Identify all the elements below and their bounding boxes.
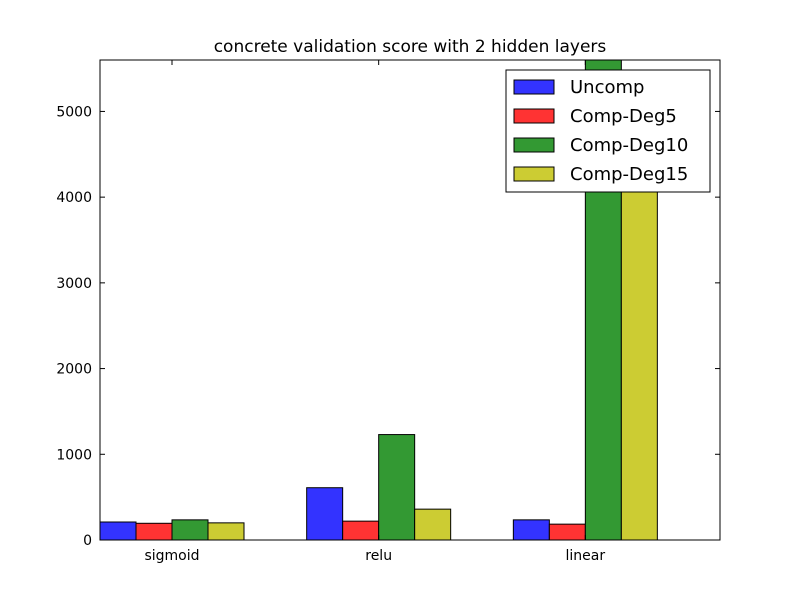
bar-sigmoid-comp-deg10	[171, 519, 209, 541]
y-tick-label: 1000	[56, 447, 92, 463]
legend-swatch-comp-deg15	[513, 166, 555, 182]
legend-swatch-comp-deg10	[513, 137, 555, 153]
x-tick-label-sigmoid: sigmoid	[144, 548, 199, 564]
legend-label-comp-deg10: Comp-Deg10	[570, 135, 688, 156]
bar-sigmoid-comp-deg5	[135, 522, 173, 541]
y-tick-label: 0	[83, 533, 92, 549]
plot-frame	[99, 59, 721, 541]
legend: Uncomp Comp-Deg5 Comp-Deg10 Comp-Deg15	[505, 69, 711, 193]
x-tick-label-relu: relu	[365, 548, 392, 564]
bar-linear-uncomp	[512, 519, 550, 541]
y-tick-label: 3000	[56, 276, 92, 292]
legend-swatch-comp-deg5	[513, 108, 555, 124]
ticks-layer: 0 1000 2000 3000 4000 5000 sigmoid relu linear	[56, 60, 720, 564]
bar-relu-uncomp	[306, 487, 344, 541]
bar-linear-comp-deg15	[620, 145, 658, 541]
y-tick-label: 4000	[56, 190, 92, 206]
bar-sigmoid-uncomp	[99, 521, 137, 541]
legend-label-comp-deg15: Comp-Deg15	[570, 164, 688, 185]
y-tick-label: 2000	[56, 362, 92, 378]
bar-relu-comp-deg10	[378, 434, 416, 541]
legend-swatch-uncomp	[513, 79, 555, 95]
legend-label-uncomp: Uncomp	[570, 77, 644, 98]
bar-sigmoid-comp-deg15	[207, 522, 245, 541]
y-tick-label: 5000	[56, 104, 92, 120]
bar-linear-comp-deg5	[548, 523, 586, 541]
chart-title: concrete validation score with 2 hidden …	[214, 37, 607, 57]
bar-relu-comp-deg15	[414, 508, 452, 541]
bar-relu-comp-deg5	[342, 520, 380, 541]
legend-label-comp-deg5: Comp-Deg5	[570, 106, 677, 127]
x-tick-label-linear: linear	[566, 548, 606, 564]
